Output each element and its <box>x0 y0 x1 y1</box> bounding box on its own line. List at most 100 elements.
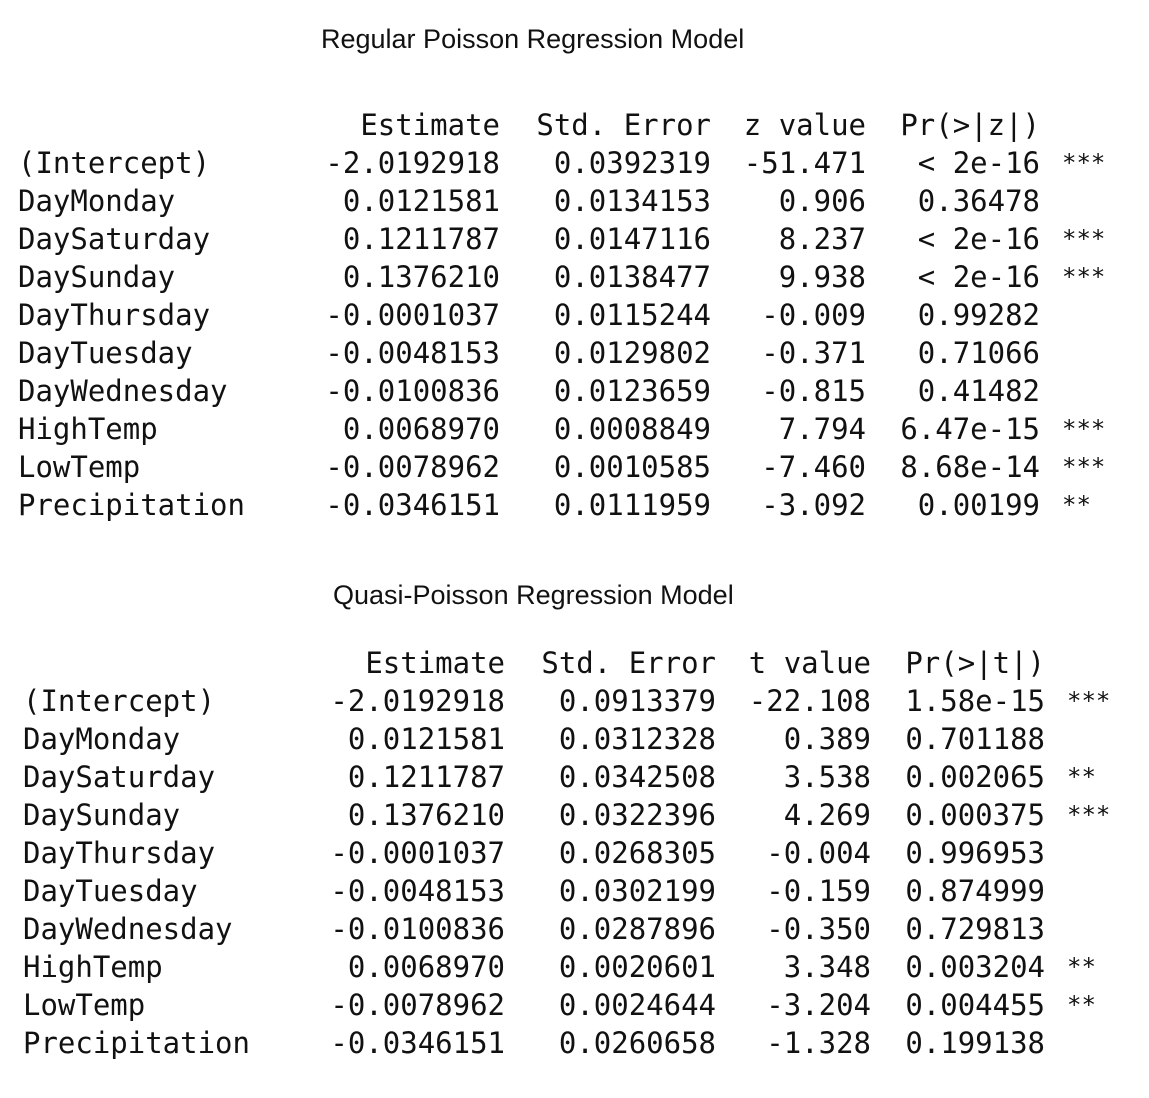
cell-p-value: 0.003204 <box>905 950 1045 984</box>
cell-stat: -0.159 <box>766 874 871 908</box>
cell-term: Precipitation <box>23 1026 250 1060</box>
cell-significance <box>1045 720 1142 758</box>
quasi-coefficient-table: Estimate Std. Error t value Pr(>|t|) (In… <box>23 644 1142 1062</box>
cell-stat: -22.108 <box>748 684 871 718</box>
cell-significance: *** <box>1062 149 1106 177</box>
cell-std-error: 0.0010585 <box>553 450 711 484</box>
cell-estimate: -0.0346151 <box>325 488 500 522</box>
cell-term: DaySunday <box>23 798 181 832</box>
table-row: DayWednesday -0.0100836 0.0287896 -0.350 0.7… <box>23 910 1142 948</box>
cell-stat: 3.348 <box>783 950 871 984</box>
cell-estimate: -0.0001037 <box>330 836 505 870</box>
cell-p-value: 0.002065 <box>905 760 1045 794</box>
cell-std-error: 0.0260658 <box>558 1026 716 1060</box>
cell-significance <box>1040 334 1137 372</box>
cell-stat: 4.269 <box>783 798 871 832</box>
cell-term: (Intercept) <box>23 684 216 718</box>
cell-std-error: 0.0138477 <box>553 260 711 294</box>
cell-term: Precipitation <box>18 488 245 522</box>
cell-estimate: -0.0078962 <box>325 450 500 484</box>
cell-std-error: 0.0111959 <box>553 488 711 522</box>
cell-estimate: 0.1211787 <box>342 222 500 256</box>
table-row: DaySaturday 0.1211787 0.0147116 8.237 < 2e-1… <box>18 220 1137 258</box>
cell-stat: -1.328 <box>766 1026 871 1060</box>
cell-term: DayWednesday <box>23 912 233 946</box>
table-row: (Intercept) -2.0192918 0.0392319 -51.471 < 2… <box>18 144 1137 182</box>
cell-p-value: 0.199138 <box>905 1026 1045 1060</box>
cell-significance <box>1040 296 1137 334</box>
quasi-model-title: Quasi-Poisson Regression Model <box>333 580 734 610</box>
cell-estimate: -0.0100836 <box>325 374 500 408</box>
cell-significance <box>1040 372 1137 410</box>
cell-stat: 9.938 <box>778 260 866 294</box>
cell-std-error: 0.0134153 <box>553 184 711 218</box>
cell-std-error: 0.0008849 <box>553 412 711 446</box>
table-header-row: Estimate Std. Error t value Pr(>|t|) <box>23 644 1142 682</box>
cell-p-value: 8.68e-14 <box>900 450 1040 484</box>
table-row: Precipitation -0.0346151 0.0111959 -3.092 0.… <box>18 486 1137 524</box>
cell-std-error: 0.0123659 <box>553 374 711 408</box>
table-row: DaySunday 0.1376210 0.0322396 4.269 0.000375… <box>23 796 1142 834</box>
cell-stat: 8.237 <box>778 222 866 256</box>
cell-term: HighTemp <box>18 412 158 446</box>
header-std-error: Std. Error <box>541 646 716 680</box>
cell-stat: 3.538 <box>783 760 871 794</box>
cell-significance: *** <box>1062 225 1106 253</box>
header-significance <box>1045 644 1142 682</box>
cell-p-value: 0.874999 <box>905 874 1045 908</box>
cell-p-value: 0.36478 <box>917 184 1040 218</box>
cell-std-error: 0.0115244 <box>553 298 711 332</box>
table-row: LowTemp -0.0078962 0.0010585 -7.460 8.68e-14… <box>18 448 1137 486</box>
cell-p-value: 0.71066 <box>917 336 1040 370</box>
cell-stat: -51.471 <box>743 146 866 180</box>
cell-std-error: 0.0342508 <box>558 760 716 794</box>
cell-term: DaySaturday <box>18 222 211 256</box>
cell-estimate: 0.1211787 <box>347 760 505 794</box>
table-row: LowTemp -0.0078962 0.0024644 -3.204 0.004455… <box>23 986 1142 1024</box>
cell-std-error: 0.0392319 <box>553 146 711 180</box>
cell-estimate: -0.0048153 <box>325 336 500 370</box>
cell-significance <box>1045 834 1142 872</box>
header-stat: t value <box>748 646 871 680</box>
cell-estimate: 0.0068970 <box>347 950 505 984</box>
cell-significance: *** <box>1062 415 1106 443</box>
header-std-error: Std. Error <box>536 108 711 142</box>
cell-p-value: 0.004455 <box>905 988 1045 1022</box>
header-term <box>23 644 293 682</box>
cell-term: DaySaturday <box>23 760 216 794</box>
cell-estimate: -0.0078962 <box>330 988 505 1022</box>
cell-stat: 0.906 <box>778 184 866 218</box>
cell-std-error: 0.0147116 <box>553 222 711 256</box>
cell-estimate: 0.1376210 <box>347 798 505 832</box>
header-p-value: Pr(>|t|) <box>905 646 1045 680</box>
cell-std-error: 0.0129802 <box>553 336 711 370</box>
cell-term: DayTuesday <box>18 336 193 370</box>
cell-estimate: 0.0121581 <box>347 722 505 756</box>
table-row: DaySaturday 0.1211787 0.0342508 3.538 0.0020… <box>23 758 1142 796</box>
cell-estimate: 0.0121581 <box>342 184 500 218</box>
cell-significance: *** <box>1062 263 1106 291</box>
table-row: Precipitation -0.0346151 0.0260658 -1.328 0.… <box>23 1024 1142 1062</box>
header-term <box>18 106 288 144</box>
cell-estimate: -2.0192918 <box>330 684 505 718</box>
cell-estimate: -0.0048153 <box>330 874 505 908</box>
cell-term: HighTemp <box>23 950 163 984</box>
cell-stat: -3.204 <box>766 988 871 1022</box>
cell-std-error: 0.0312328 <box>558 722 716 756</box>
cell-stat: -7.460 <box>761 450 866 484</box>
cell-significance <box>1045 910 1142 948</box>
cell-significance: ** <box>1062 491 1091 519</box>
cell-p-value: 0.701188 <box>905 722 1045 756</box>
cell-std-error: 0.0268305 <box>558 836 716 870</box>
cell-term: DaySunday <box>18 260 176 294</box>
cell-std-error: 0.0287896 <box>558 912 716 946</box>
cell-p-value: 0.996953 <box>905 836 1045 870</box>
cell-term: DayThursday <box>23 836 216 870</box>
cell-term: LowTemp <box>23 988 146 1022</box>
cell-significance: *** <box>1067 687 1111 715</box>
cell-estimate: 0.0068970 <box>342 412 500 446</box>
cell-significance: ** <box>1067 991 1096 1019</box>
table-row: DayMonday 0.0121581 0.0134153 0.906 0.36478 <box>18 182 1137 220</box>
regular-model-title: Regular Poisson Regression Model <box>321 24 745 54</box>
header-significance <box>1040 106 1137 144</box>
